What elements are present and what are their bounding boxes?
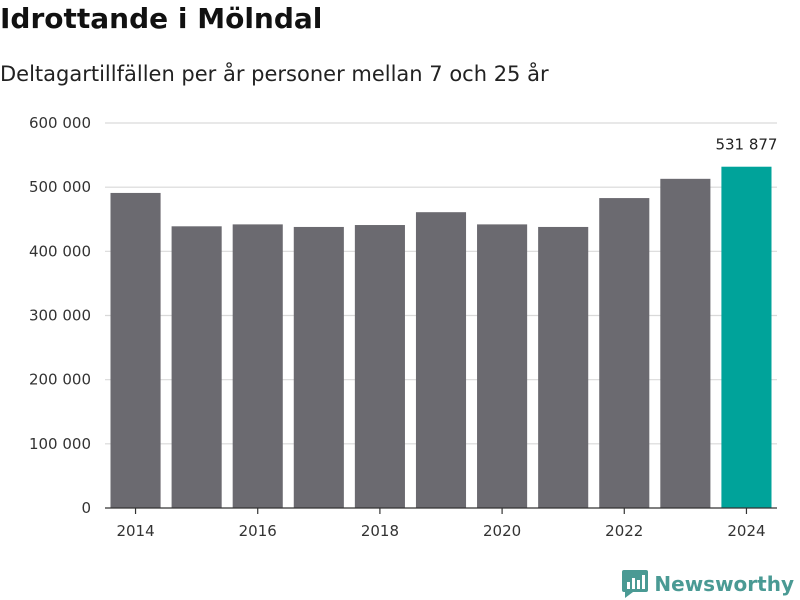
bar-2014 xyxy=(110,192,161,509)
newsworthy-logo-icon xyxy=(622,570,649,598)
y-tick-label: 300 000 xyxy=(29,307,91,325)
bar-2024 xyxy=(721,166,772,508)
bar-2016 xyxy=(232,224,283,508)
x-tick-label: 2020 xyxy=(483,522,521,540)
highlight-value-label: 531 877 xyxy=(715,136,777,154)
x-tick-label: 2014 xyxy=(116,522,154,540)
labels: 0 100 000 200 000 300 000 400 000 500 000 600 … xyxy=(29,114,778,540)
bars xyxy=(110,166,772,509)
y-tick-label: 400 000 xyxy=(29,242,91,260)
x-tick-label: 2018 xyxy=(361,522,399,540)
bar-2020 xyxy=(477,224,528,508)
newsworthy-logo-text: Newsworthy xyxy=(654,572,794,596)
y-tick-label: 100 000 xyxy=(29,435,91,453)
chart-title: Idrottande i Mölndal xyxy=(0,2,323,35)
y-tick-label: 200 000 xyxy=(29,371,91,389)
y-tick-label: 600 000 xyxy=(29,114,91,132)
newsworthy-logo: Newsworthy xyxy=(622,570,794,598)
bar-2019 xyxy=(415,212,467,509)
y-tick-label: 0 xyxy=(81,499,91,517)
x-tick-label: 2016 xyxy=(239,522,277,540)
bar-2017 xyxy=(293,226,344,508)
bar-2021 xyxy=(538,226,589,508)
axes xyxy=(105,507,777,514)
x-tick-label: 2024 xyxy=(727,522,765,540)
y-tick-label: 500 000 xyxy=(29,178,91,196)
bar-2018 xyxy=(354,225,405,508)
x-tick-label: 2022 xyxy=(605,522,643,540)
bar-2022 xyxy=(599,198,650,508)
chart-subtitle: Deltagartillfällen per år personer mella… xyxy=(0,62,549,86)
bar-2023 xyxy=(660,178,711,508)
bar-2015 xyxy=(171,226,222,508)
